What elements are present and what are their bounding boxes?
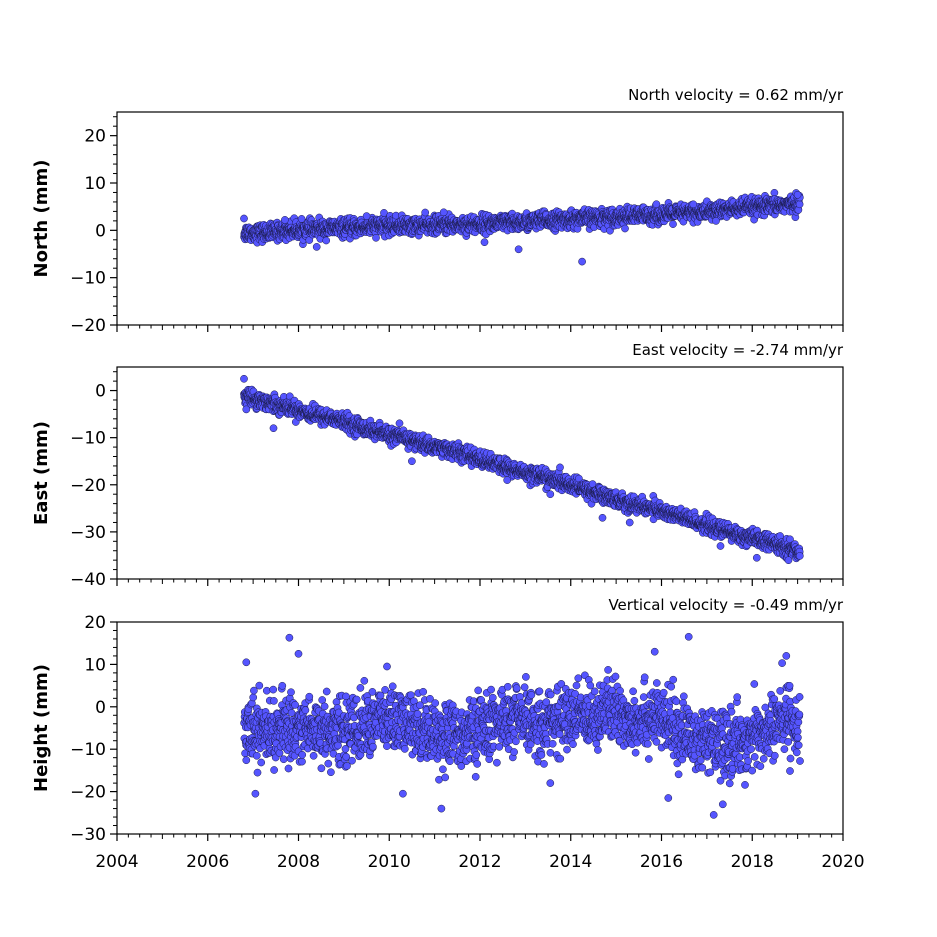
east-point [269,424,278,433]
height-point [249,693,258,702]
east-point [598,513,607,522]
north-point [240,214,248,223]
north-point [669,220,677,228]
north-point [439,208,448,217]
height-point [270,697,278,705]
height-point [278,681,287,690]
north-ytick-label: −20 [70,316,106,336]
east-point [752,553,761,562]
east-panel: East velocity = -2.74 mm/yr East (mm) −4… [31,341,844,590]
east-ytick-label: −40 [70,570,106,590]
north-point [689,200,698,209]
north-point [372,233,380,242]
height-point [298,750,307,759]
north-point [480,238,489,247]
height-point [287,709,296,717]
height-point [242,756,251,765]
vertical-velocity-label: Vertical velocity = -0.49 mm/yr [608,596,843,614]
north-point [795,200,804,209]
height-point [301,706,310,715]
height-point [255,681,264,690]
east-point [556,463,564,472]
east-velocity-label: East velocity = -2.74 mm/yr [632,341,844,359]
height-point [298,757,306,766]
north-point [421,208,430,217]
east-y-axis-title: East (mm) [31,421,52,525]
north-point [621,224,629,233]
height-panel: Vertical velocity = -0.49 mm/yr Height (… [31,596,865,872]
east-point [242,405,251,414]
height-point [327,768,335,777]
height-point [318,696,327,704]
east-point [395,419,404,428]
height-point [275,749,284,757]
north-panel: North velocity = 0.62 mm/yr North (mm) −… [31,86,844,336]
north-y-axis-title: North (mm) [31,160,52,278]
east-point [784,556,793,565]
height-point [257,758,266,767]
height-point [262,686,271,695]
north-point [312,243,321,251]
height-point [269,685,278,694]
east-ytick-label: −10 [70,429,106,449]
north-point [578,257,586,266]
height-point [324,759,333,768]
height-y-axis-title: Height (mm) [31,664,52,792]
north-point [362,212,371,220]
east-point [240,374,248,383]
east-ticks: −40 −30 −20 −10 0 [70,371,844,590]
height-point [253,768,262,777]
east-ytick-label: −30 [70,523,106,543]
height-point [320,702,329,711]
height-point [284,764,293,773]
east-ytick-label: 0 [95,382,106,402]
east-point [716,542,725,550]
north-velocity-label: North velocity = 0.62 mm/yr [628,86,844,104]
height-point [322,687,331,696]
height-points [240,632,804,819]
north-ytick-label: 10 [84,174,106,194]
east-plot-frame [116,366,844,580]
north-point [652,200,661,209]
east-point [408,457,416,466]
east-point [503,476,512,484]
height-point [309,751,318,760]
height-point [305,692,314,701]
north-points [240,188,804,266]
north-point [793,190,802,199]
east-point [546,490,555,499]
north-point [514,245,523,254]
north-ytick-label: 20 [84,127,106,147]
height-point [270,766,278,774]
east-point [795,552,804,560]
east-ytick-label: −20 [70,476,106,496]
north-ytick-label: −10 [70,269,106,289]
height-point [287,688,295,697]
north-point [322,236,331,245]
height-point [252,751,261,760]
north-ytick-label: 0 [95,221,106,241]
north-point [297,215,306,223]
height-point [317,764,326,773]
east-point [625,518,634,527]
north-point [712,217,720,225]
height-point [279,755,288,764]
north-point [281,216,289,224]
east-points [240,374,804,565]
